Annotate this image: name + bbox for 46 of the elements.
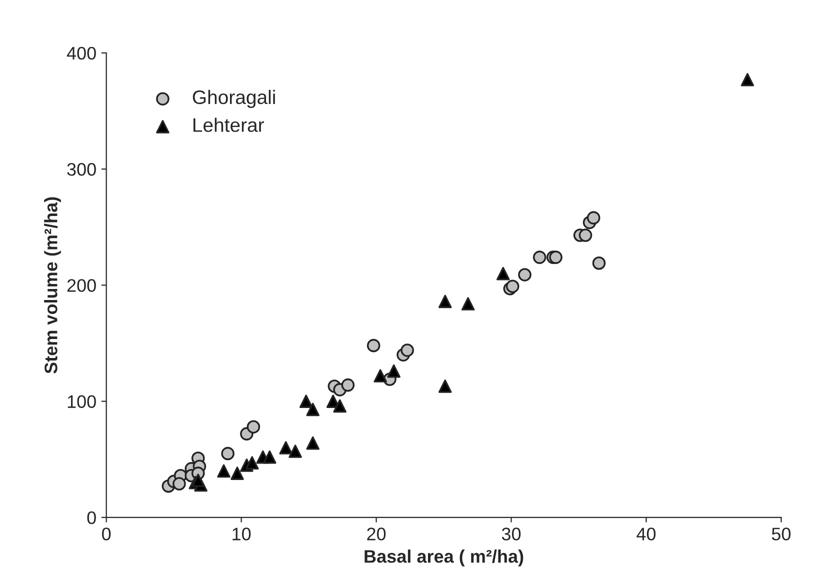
- x-tick-label: 0: [102, 528, 111, 540]
- point: [366, 338, 380, 352]
- point: [230, 466, 244, 480]
- point: [496, 266, 510, 280]
- point: [288, 444, 302, 458]
- point: [518, 268, 532, 282]
- point: [306, 436, 320, 450]
- x-tick-label: 20: [367, 528, 386, 540]
- point: [191, 474, 205, 487]
- point: [586, 211, 600, 224]
- point: [400, 344, 414, 357]
- point: [306, 402, 320, 416]
- y-tick-label: 400: [66, 46, 96, 60]
- y-tick-label: 200: [67, 279, 96, 292]
- point: [341, 378, 355, 392]
- legend-label: Lehterar: [193, 118, 264, 132]
- point: [438, 294, 452, 308]
- legend-label: Ghoragali: [192, 90, 275, 108]
- y-tick-label: 300: [67, 162, 96, 176]
- point: [374, 369, 387, 382]
- point: [217, 464, 230, 478]
- y-tick-label: 0: [87, 511, 96, 524]
- point: [549, 250, 562, 264]
- point: [172, 477, 186, 490]
- x-tick-label: 10: [232, 528, 251, 540]
- x-tick-label: 50: [772, 528, 791, 540]
- y-tick-label: 100: [68, 395, 96, 408]
- point: [387, 364, 400, 378]
- point: [461, 297, 475, 310]
- point: [246, 420, 260, 434]
- point: [740, 72, 754, 86]
- point: [333, 399, 346, 413]
- point: [263, 450, 276, 464]
- point: [578, 228, 592, 242]
- point: [221, 446, 234, 460]
- point: [245, 456, 259, 470]
- point: [532, 250, 546, 264]
- y-axis-title: Stem volume (m²/ha): [44, 197, 61, 374]
- x-tick-label: 30: [502, 528, 521, 540]
- point: [438, 380, 452, 393]
- point: [506, 280, 520, 293]
- x-axis-title: Basal area ( m²/ha): [364, 550, 524, 566]
- point: [299, 394, 313, 408]
- point: [279, 441, 292, 454]
- x-tick-label: 40: [636, 528, 656, 540]
- point: [592, 256, 606, 270]
